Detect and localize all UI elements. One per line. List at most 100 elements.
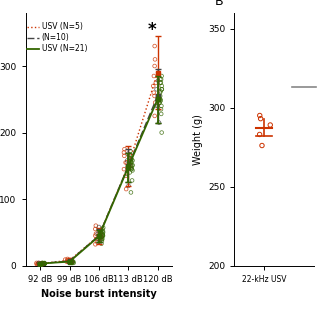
Point xyxy=(129,165,134,170)
Point xyxy=(93,231,99,236)
Point xyxy=(41,261,46,266)
Point xyxy=(36,260,41,266)
Point xyxy=(158,89,163,94)
Point xyxy=(96,224,101,229)
Point xyxy=(153,80,158,85)
Point xyxy=(70,260,75,265)
Point xyxy=(130,178,135,183)
Point xyxy=(158,77,163,82)
Point xyxy=(37,261,43,266)
Point xyxy=(155,97,160,102)
Point xyxy=(99,235,104,240)
Point xyxy=(158,80,163,85)
Point xyxy=(41,261,46,266)
Point xyxy=(98,230,103,235)
Point xyxy=(100,232,105,237)
Point xyxy=(41,261,46,266)
Y-axis label: Weight (g): Weight (g) xyxy=(193,114,203,164)
Point xyxy=(68,260,74,265)
Point xyxy=(95,231,100,236)
Point xyxy=(152,93,157,99)
Point xyxy=(257,132,262,137)
Point xyxy=(125,151,130,156)
Point xyxy=(65,256,70,261)
Point xyxy=(40,261,45,266)
Point xyxy=(123,160,128,165)
Point xyxy=(124,160,129,165)
Point xyxy=(128,153,133,158)
Point xyxy=(125,158,130,163)
Point xyxy=(121,167,126,172)
Point xyxy=(130,163,135,168)
Point xyxy=(97,240,102,245)
Point xyxy=(156,100,162,105)
Point xyxy=(260,143,265,148)
Point xyxy=(159,111,164,116)
Point xyxy=(41,262,46,267)
Point xyxy=(42,261,47,266)
Point xyxy=(152,113,157,118)
Point xyxy=(42,261,47,266)
Point xyxy=(268,123,273,128)
Point xyxy=(64,259,69,264)
Point xyxy=(158,98,163,103)
Point xyxy=(42,260,47,266)
Point xyxy=(156,78,161,83)
Point xyxy=(158,97,163,102)
Text: B: B xyxy=(214,0,223,8)
Point xyxy=(69,260,75,266)
Point xyxy=(151,73,156,78)
Point xyxy=(159,87,164,92)
Point xyxy=(101,225,106,230)
Point xyxy=(69,260,74,265)
Point xyxy=(130,163,135,168)
Point xyxy=(258,116,263,121)
Point xyxy=(129,156,134,162)
Point xyxy=(152,63,157,68)
Point xyxy=(68,258,74,263)
Point xyxy=(100,228,106,234)
Point xyxy=(99,230,104,235)
Point xyxy=(66,260,71,265)
Point xyxy=(93,236,99,242)
Point xyxy=(152,44,157,49)
Point xyxy=(99,238,104,244)
Point xyxy=(124,171,130,176)
Point xyxy=(159,103,164,108)
Point xyxy=(40,262,45,267)
Point xyxy=(70,259,75,264)
Point xyxy=(128,158,133,163)
Point xyxy=(121,150,126,155)
Point xyxy=(40,261,45,266)
Point xyxy=(125,167,131,172)
Point xyxy=(65,259,70,264)
Point xyxy=(158,93,163,99)
Point xyxy=(99,241,104,246)
Point xyxy=(39,261,44,266)
Point xyxy=(125,164,131,170)
Point xyxy=(159,87,164,92)
Point xyxy=(100,227,105,232)
Point xyxy=(71,259,76,264)
Point xyxy=(40,260,45,266)
Point xyxy=(122,153,127,158)
Point xyxy=(42,262,47,267)
Point xyxy=(40,260,45,266)
Point xyxy=(71,260,76,266)
Point xyxy=(153,100,158,105)
Point xyxy=(100,236,105,242)
Point xyxy=(129,159,134,164)
Point xyxy=(70,259,75,264)
Point xyxy=(42,261,47,266)
Point xyxy=(128,190,133,195)
Point xyxy=(99,236,104,242)
Point xyxy=(98,230,103,235)
Point xyxy=(159,77,164,82)
Point xyxy=(34,262,39,267)
Point xyxy=(96,236,101,242)
Point xyxy=(157,90,163,95)
Point xyxy=(155,103,160,108)
Point xyxy=(157,97,162,102)
Point xyxy=(98,237,103,242)
Point xyxy=(128,148,133,154)
